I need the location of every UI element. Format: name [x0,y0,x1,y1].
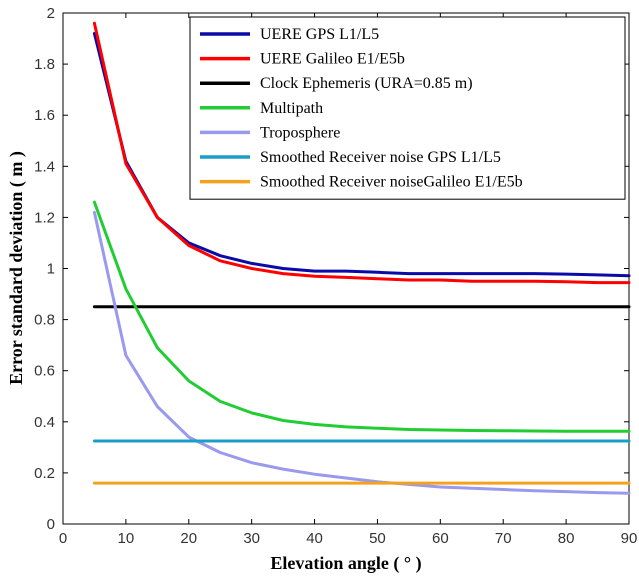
y-tick-label: 0 [47,516,55,533]
x-tick-label: 30 [243,530,260,547]
x-tick-label: 10 [118,530,135,547]
x-tick-label: 40 [306,530,323,547]
y-tick-label: 1.8 [34,56,55,73]
x-axis-title: Elevation angle ( ° ) [270,553,421,574]
y-tick-label: 1.6 [34,107,55,124]
legend-label: UERE Galileo E1/E5b [260,51,405,68]
legend-label: Multipath [260,100,323,117]
legend-label: Clock Ephemeris (URA=0.85 m) [260,75,473,92]
legend: UERE GPS L1/L5 UERE Galileo E1/E5b Clock E… [189,16,626,200]
ticks-layer: 0 10 20 30 40 50 60 70 80 90 0 0.2 0.4 0.6 0.8 1 1.2 1.4 1… [34,5,637,547]
legend-label: Smoothed Receiver noise GPS L1/L5 [260,149,501,166]
y-tick-label: 1.4 [34,158,55,175]
y-axis-title: Error standard deviation ( m ) [6,151,27,385]
y-tick-label: 0.8 [34,312,55,329]
x-tick-label: 60 [432,530,449,547]
x-tick-label: 80 [558,530,575,547]
series-line-1 [92,31,631,278]
y-tick-label: 1 [47,261,55,278]
y-tick-label: 0.6 [34,363,55,380]
y-tick-label: 0.4 [34,414,55,431]
x-tick-label: 70 [495,530,512,547]
x-tick-label: 0 [59,530,67,547]
x-tick-label: 50 [369,530,386,547]
series-line-5 [92,210,631,495]
series-line-2 [92,21,631,285]
legend-label: Troposphere [260,124,340,141]
series-layer [92,21,631,495]
legend-label: UERE GPS L1/L5 [260,26,379,43]
x-tick-label: 90 [621,530,638,547]
y-tick-label: 2 [47,5,55,22]
y-tick-label: 0.2 [34,465,55,482]
x-tick-label: 20 [180,530,197,547]
series-line-4 [92,200,631,433]
y-tick-label: 1.2 [34,209,55,226]
legend-box [189,16,626,200]
legend-label: Smoothed Receiver noiseGalileo E1/E5b [260,174,523,191]
